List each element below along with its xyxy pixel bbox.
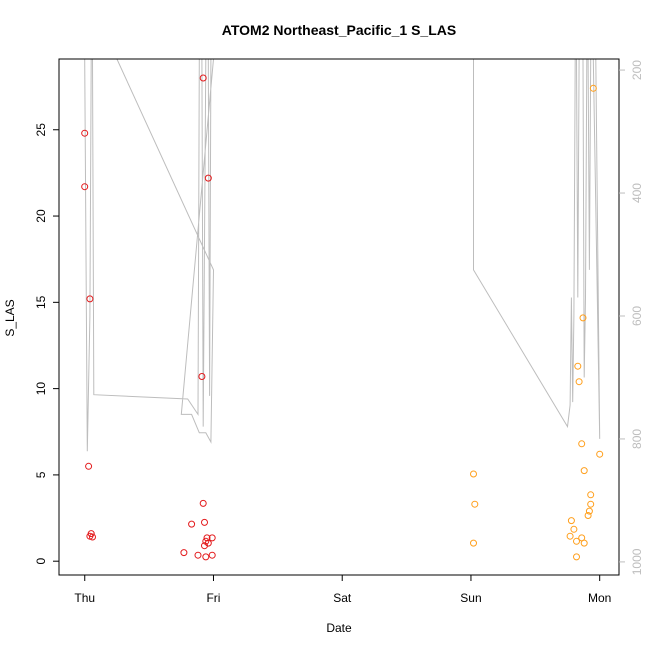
data-point-red-2 — [86, 295, 94, 303]
data-point-red-13 — [203, 534, 211, 542]
y-axis-label: S_LAS — [3, 299, 17, 336]
x-tick-label-Sat: Sat — [333, 591, 352, 605]
data-point-orange-1 — [579, 314, 587, 322]
data-point-red-1 — [81, 183, 89, 191]
plot-frame — [58, 58, 620, 576]
data-point-red-7 — [199, 74, 207, 82]
data-point-red-19 — [194, 551, 202, 559]
data-point-orange-16 — [566, 532, 574, 540]
data-point-red-12 — [201, 518, 208, 526]
y-tick-label-20: 20 — [34, 209, 48, 223]
y-axis-right: 200 400 600 800 1000 — [619, 60, 644, 575]
data-point-red-0 — [81, 129, 89, 137]
x-axis-label: Date — [326, 621, 352, 635]
y-tick-label-15: 15 — [34, 295, 48, 309]
y-tick-label-25: 25 — [34, 123, 48, 137]
data-point-red-20 — [208, 551, 216, 559]
chart-title: ATOM2 Northeast_Pacific_1 S_LAS — [222, 22, 456, 38]
data-point-orange-4 — [578, 440, 586, 448]
y-tick-label-10: 10 — [34, 382, 48, 396]
data-point-orange-2 — [574, 362, 582, 370]
data-points-group — [81, 74, 604, 561]
y2-tick-label-600: 600 — [630, 306, 644, 326]
data-point-orange-9 — [470, 539, 477, 547]
data-point-orange-8 — [471, 500, 479, 508]
data-point-red-6 — [89, 533, 96, 541]
y-tick-label-5: 5 — [34, 471, 48, 478]
data-point-orange-10 — [587, 491, 595, 499]
data-point-orange-7 — [470, 470, 477, 478]
data-point-orange-20 — [573, 553, 580, 561]
data-point-red-3 — [85, 462, 93, 470]
x-tick-label-Fri: Fri — [206, 591, 220, 605]
data-point-orange-18 — [573, 537, 580, 545]
y2-tick-label-200: 200 — [630, 60, 644, 80]
data-point-orange-11 — [587, 500, 595, 508]
y-axis-left: 0 5 10 15 20 25 — [34, 123, 59, 565]
data-point-orange-5 — [596, 450, 604, 458]
data-point-red-8 — [204, 174, 212, 182]
depth-series-line — [84, 58, 601, 452]
x-tick-label-Sun: Sun — [460, 591, 481, 605]
data-point-orange-3 — [575, 378, 583, 386]
data-point-red-18 — [180, 549, 188, 557]
data-point-orange-0 — [589, 84, 597, 92]
data-point-orange-12 — [585, 507, 593, 515]
data-point-red-21 — [202, 553, 210, 561]
data-point-red-17 — [201, 542, 208, 550]
depth-line-group — [84, 58, 601, 452]
data-point-orange-13 — [584, 512, 592, 519]
data-point-red-9 — [198, 373, 206, 380]
x-tick-label-Mon: Mon — [588, 591, 611, 605]
data-point-red-11 — [188, 520, 196, 528]
data-point-red-10 — [199, 499, 207, 507]
data-point-orange-19 — [580, 539, 588, 547]
x-tick-label-Thu: Thu — [74, 591, 95, 605]
y2-tick-label-400: 400 — [630, 183, 644, 203]
y2-tick-label-800: 800 — [630, 429, 644, 449]
y2-tick-label-1000: 1000 — [630, 548, 644, 575]
data-point-orange-6 — [580, 467, 588, 475]
data-point-red-14 — [208, 534, 216, 542]
data-point-orange-14 — [567, 517, 575, 525]
x-axis: Thu Fri Sat Sun Mon — [74, 575, 611, 605]
data-point-orange-15 — [570, 525, 578, 533]
y-tick-label-0: 0 — [34, 558, 48, 565]
